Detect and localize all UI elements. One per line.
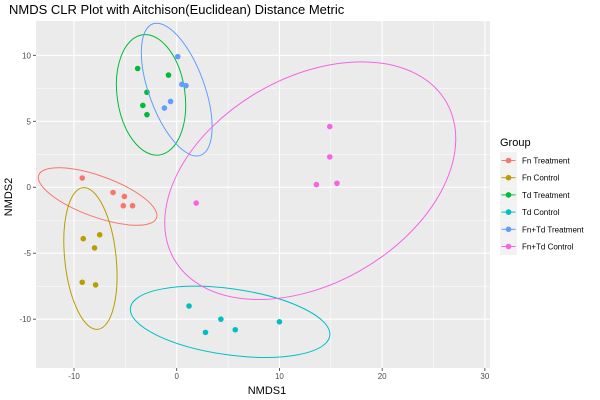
series-fn-plus-td-treatment [140, 22, 213, 157]
y-axis: -10 -5 0 5 10 [19, 51, 36, 324]
data-point [120, 202, 127, 209]
legend-key-point [505, 157, 512, 164]
y-tick-label: 5 [27, 117, 32, 126]
legend-item: Td Control [500, 203, 560, 221]
data-point [79, 175, 86, 181]
data-point [96, 231, 103, 238]
confidence-ellipse-fn-plus-td-treatment [140, 22, 213, 157]
legend-key-point [505, 243, 512, 250]
series-fn-plus-td-control [164, 61, 457, 300]
data-point [79, 279, 86, 286]
data-point [174, 53, 181, 60]
data-point [326, 154, 333, 160]
y-axis-title: NMDS2 [3, 178, 15, 217]
legend-item: Fn Treatment [500, 152, 570, 169]
data-point [161, 105, 168, 111]
confidence-ellipse-td-treatment [115, 34, 187, 156]
series-td-treatment [115, 34, 187, 156]
x-tick-label: 20 [378, 372, 387, 381]
data-point [193, 200, 200, 206]
legend-key-point [505, 192, 512, 198]
confidence-ellipse-fn-plus-td-control [164, 61, 457, 300]
legend-key-point [505, 209, 512, 215]
legend-key-point [505, 226, 512, 233]
y-tick-label: -10 [19, 315, 31, 324]
legend-item: Fn+Td Control [500, 238, 574, 255]
legend-label: Fn Treatment [522, 157, 570, 166]
legend-key-point [505, 174, 512, 181]
legend-label: Fn Control [522, 174, 560, 183]
confidence-ellipse-td-control [129, 285, 331, 358]
data-point [92, 282, 99, 288]
data-point [183, 82, 189, 89]
legend: Group Fn Treatment Fn Control Td Treatment… [500, 137, 584, 255]
confidence-ellipse-fn-control [63, 187, 118, 330]
x-tick-label: 30 [480, 372, 489, 381]
x-tick-label: 10 [275, 372, 284, 381]
chart-title: NMDS CLR Plot with Aitchison(Euclidean) … [9, 2, 345, 17]
legend-label: Td Control [522, 208, 560, 217]
series-fn-treatment [37, 167, 158, 226]
data-point [167, 98, 174, 105]
data-point [334, 180, 340, 187]
y-tick-label: 0 [27, 183, 32, 192]
legend-item: Fn Control [500, 169, 560, 187]
data-point [202, 329, 209, 336]
panel-background [36, 21, 490, 368]
data-layer [37, 22, 457, 358]
data-point [144, 111, 150, 118]
data-point [218, 316, 224, 322]
legend-item: Td Treatment [500, 186, 570, 204]
data-point [129, 202, 136, 209]
data-point [276, 319, 283, 325]
data-point [165, 72, 172, 78]
confidence-ellipse-fn-treatment [37, 167, 158, 226]
data-point [110, 189, 116, 196]
x-tick-label: 0 [174, 372, 179, 381]
legend-label: Fn+Td Treatment [522, 225, 584, 234]
data-point [80, 235, 87, 242]
data-point [232, 326, 239, 333]
data-point [140, 102, 146, 109]
x-axis: -10 0 10 20 30 [68, 368, 490, 381]
data-point [121, 193, 128, 200]
data-point [326, 123, 333, 130]
legend-item: Fn+Td Treatment [500, 220, 584, 238]
gridlines [36, 21, 490, 368]
series-td-control [129, 285, 331, 358]
data-point [186, 303, 192, 309]
y-tick-label: -5 [24, 249, 32, 258]
data-point [134, 65, 141, 72]
legend-title: Group [500, 137, 531, 149]
y-tick-label: 10 [22, 51, 31, 60]
data-point [313, 181, 320, 188]
x-tick-label: -10 [68, 372, 80, 381]
legend-label: Fn+Td Control [522, 243, 574, 252]
data-point [91, 245, 98, 251]
series-fn-control [63, 187, 118, 330]
plot-panel [36, 21, 490, 368]
legend-label: Td Treatment [522, 191, 570, 200]
x-axis-title: NMDS1 [248, 385, 287, 397]
